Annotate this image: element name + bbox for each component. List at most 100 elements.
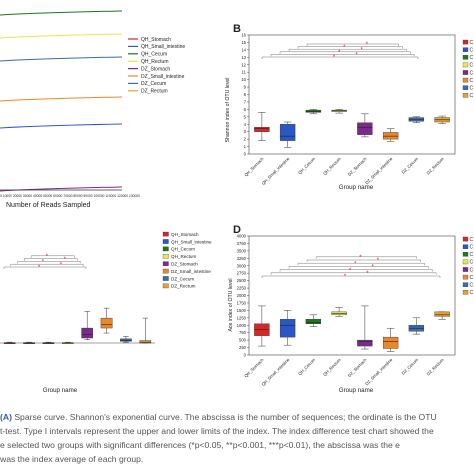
- y-tick-label: 3750: [237, 241, 247, 246]
- significance-bracket: [279, 51, 411, 54]
- significance-star: *: [361, 47, 364, 53]
- y-tick-label: 250: [239, 345, 247, 350]
- legend-label: DZ_Small_intestine: [171, 269, 211, 274]
- significance-bracket: [279, 269, 433, 272]
- y-tick-label: 12: [241, 62, 246, 67]
- y-tick-label: 0: [244, 353, 247, 358]
- legend-label: C: [470, 252, 474, 258]
- legend-label: QH_Cecum: [141, 52, 167, 58]
- legend-swatch: [462, 274, 469, 280]
- legend-label: QH_Small_intestine: [141, 44, 185, 50]
- significance-star: *: [377, 258, 380, 264]
- legend-swatch: [462, 70, 469, 75]
- panel-a-x-tick-labels: 0 10000 20000 30000 40000 50000 60000 70…: [0, 194, 140, 198]
- x-tick-label: DZ_Cecum: [401, 156, 420, 175]
- legend-swatch: [162, 254, 169, 259]
- significance-bracket: [315, 256, 418, 259]
- legend-label: DZ_Stomach: [141, 66, 170, 72]
- legend-label: DZ_Cecum: [171, 276, 194, 281]
- y-tick-label: 750: [239, 330, 247, 335]
- x-tick-label: DZ_Stomach: [347, 357, 368, 378]
- legend-swatch: [462, 244, 469, 249]
- box: [279, 124, 296, 141]
- significance-star: *: [60, 262, 63, 268]
- y-tick-label: 10: [241, 77, 246, 82]
- rarefaction-curves: [0, 10, 123, 192]
- legend-swatch: [462, 55, 469, 60]
- box: [357, 339, 373, 347]
- panel-a-x-label: Number of Reads Sampled: [6, 202, 91, 209]
- box: [382, 132, 399, 140]
- rarefaction-curve: [0, 33, 123, 39]
- legend-swatch: [162, 276, 169, 281]
- panel-d-y-label: Ace index of OTU level: [228, 278, 234, 331]
- legend-label: DZ_Stomach: [171, 262, 198, 267]
- significance-star: *: [46, 254, 49, 260]
- x-tick-label: DZ_Stomach: [347, 156, 368, 177]
- significance-bracket: [261, 56, 419, 59]
- panel-c: * ** ** Group name QH_StomachQH_Small_inte…: [0, 231, 212, 394]
- legend-label: C: [470, 86, 474, 92]
- legend-label: C: [470, 283, 474, 289]
- legend-swatch: [462, 290, 469, 295]
- y-tick-label: 1250: [237, 315, 247, 320]
- y-tick-label: 16: [241, 33, 246, 38]
- rarefaction-curve: [0, 10, 123, 16]
- significance-star: *: [333, 55, 336, 61]
- x-tick-label: DZ_Small_intestine: [364, 357, 394, 387]
- panel-c-legend: QH_Stomach QH_Small_intestine QH_Cecum QH_R…: [162, 231, 212, 289]
- y-tick-label: 2750: [237, 271, 247, 276]
- significance-star: *: [64, 257, 67, 263]
- significance-star: *: [355, 53, 358, 59]
- rarefaction-curve: [0, 96, 123, 102]
- box: [139, 340, 152, 344]
- caption-line-3: e selected two groups with significant d…: [0, 440, 400, 450]
- legend-label: QH_Stomach: [141, 37, 171, 43]
- significance-star: *: [354, 261, 357, 267]
- legend-swatch: [162, 239, 169, 244]
- significance-star: *: [343, 45, 346, 51]
- x-tick-label: DZ_Cecum: [401, 357, 420, 376]
- x-tick-label: DZ_Small_intestine: [364, 156, 394, 186]
- significance-bracket: [10, 263, 84, 267]
- panel-b-boxplot: 012345678910111213141516QH_StomachQH_Sma…: [241, 33, 456, 186]
- significance-star: *: [42, 260, 45, 266]
- box: [100, 317, 113, 329]
- legend-swatch: [462, 85, 469, 90]
- y-tick-label: 0: [244, 152, 247, 157]
- rarefaction-curve: [0, 123, 123, 129]
- significance-bracket: [270, 272, 437, 275]
- box: [81, 327, 94, 339]
- legend-label: C: [470, 260, 474, 266]
- legend-label: C: [470, 93, 474, 99]
- y-tick-label: 4: [244, 122, 247, 127]
- significance-star: *: [338, 50, 341, 56]
- legend-swatch: [462, 282, 469, 287]
- x-tick-label: DZ_Rectum: [425, 357, 445, 377]
- significance-bracket: [288, 48, 407, 52]
- significance-star: *: [359, 255, 362, 261]
- y-tick-label: 1750: [237, 300, 247, 305]
- caption-figure-label: (A): [0, 412, 12, 422]
- y-tick-label: 3500: [237, 248, 247, 253]
- legend-swatch: [462, 39, 469, 45]
- x-tick-label: QH_Stomach: [243, 156, 265, 178]
- legend-label: DZ_Rectum: [171, 284, 196, 289]
- rarefaction-curve: [0, 56, 123, 62]
- legend-swatch: [462, 47, 469, 52]
- x-tick-label: QH_Small_intestine: [261, 357, 291, 387]
- significance-bracket: [3, 266, 87, 269]
- legend-swatch: [462, 252, 469, 257]
- y-tick-label: 5: [244, 114, 247, 119]
- legend-label: C: [470, 78, 474, 84]
- figure-caption: (A) Sparse curve. Shannon's exponential …: [0, 410, 474, 474]
- y-tick-label: 14: [241, 47, 246, 52]
- panel-b-y-label: Shannon index of OTU level: [225, 78, 231, 143]
- x-tick-label: QH_Cecum: [297, 156, 316, 175]
- panel-d: D 0 250 500 750 1000 1250 1500 1750 2000 2250 2500…: [228, 224, 474, 394]
- box: [434, 311, 450, 317]
- panel-b: B 012345678910111213141516QH_StomachQH_S…: [225, 23, 474, 191]
- legend-swatch: [162, 268, 169, 274]
